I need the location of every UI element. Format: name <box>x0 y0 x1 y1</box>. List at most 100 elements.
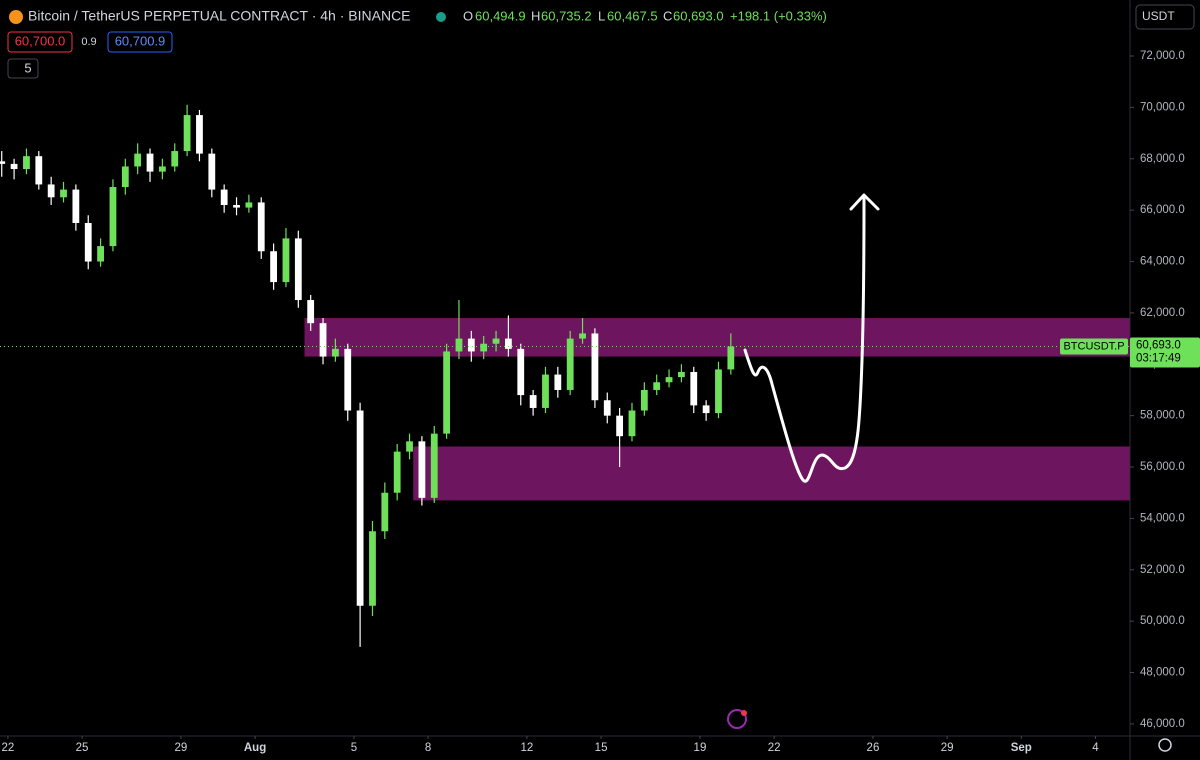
h-value: 60,735.2 <box>541 8 592 23</box>
candles <box>0 104 735 647</box>
y-tick-label: 50,000.0 <box>1140 615 1185 627</box>
change: +198.1 (+0.33%) <box>730 8 827 23</box>
x-tick-label: 4 <box>1092 742 1099 754</box>
zone <box>304 318 1130 357</box>
countdown: 03:17:49 <box>1136 353 1181 365</box>
candle-body <box>23 156 30 170</box>
indicator-count[interactable]: 5 <box>24 60 31 75</box>
y-tick-label: 64,000.0 <box>1140 256 1185 268</box>
candle-body <box>406 441 413 452</box>
candle-body <box>282 238 290 283</box>
candle-body <box>245 202 253 208</box>
candle-body <box>84 222 92 262</box>
y-tick-label: 68,000.0 <box>1140 153 1185 165</box>
candle-body <box>529 395 537 408</box>
buy-box[interactable] <box>107 31 173 53</box>
ohlc-legend: O 60,494.9 H 60,735.2 L 60,467.5 C 60,69… <box>463 8 827 23</box>
candle-body <box>134 153 142 167</box>
l-value: 60,467.5 <box>607 8 658 23</box>
last-tag: BTCUSDT.P <box>1063 340 1124 352</box>
buy-price[interactable]: 60,700.9 <box>115 33 166 48</box>
x-tick-label: 19 <box>694 742 707 754</box>
zones <box>304 318 1130 501</box>
candle-body <box>121 166 129 188</box>
candle-body <box>702 405 710 414</box>
candle-body <box>628 410 636 437</box>
y-tick-label: 56,000.0 <box>1140 461 1185 473</box>
candle-body <box>443 351 451 434</box>
candle-body <box>0 161 6 164</box>
candle-body <box>208 153 216 190</box>
x-tick-label: 15 <box>595 742 608 754</box>
o-value: 60,494.9 <box>475 8 526 23</box>
y-tick-label: 58,000.0 <box>1140 410 1185 422</box>
spread: 0.9 <box>81 36 96 48</box>
x-tick-label: 25 <box>76 742 89 754</box>
x-tick-label: Sep <box>1011 742 1032 754</box>
candle-body <box>233 205 240 208</box>
candle-body <box>418 441 426 498</box>
candle-body <box>47 184 55 198</box>
candle-body <box>517 348 525 396</box>
candle-body <box>505 338 512 349</box>
candle-body <box>566 338 574 390</box>
arrow-head <box>849 193 880 211</box>
currency-select[interactable] <box>1135 4 1195 30</box>
candle-body <box>97 246 104 262</box>
y-tick-label: 48,000.0 <box>1140 667 1185 679</box>
candle-body <box>171 151 179 167</box>
candle-body <box>257 202 265 252</box>
candle-body <box>554 374 562 390</box>
x-tick-label: 12 <box>521 742 534 754</box>
candle-body <box>393 451 401 493</box>
last-price-box <box>1130 337 1200 368</box>
candle-body <box>603 400 611 416</box>
candle-body <box>579 333 586 339</box>
alert-icon[interactable] <box>727 709 747 729</box>
candle-body <box>72 189 80 223</box>
status-dot <box>436 12 446 22</box>
candle-body <box>10 163 18 170</box>
settings-icon[interactable] <box>1158 738 1172 752</box>
candle-body <box>319 323 327 357</box>
sell-price[interactable]: 60,700.0 <box>15 33 66 48</box>
c-value: 60,693.0 <box>673 8 724 23</box>
candle-body <box>542 374 549 408</box>
candle-body <box>480 343 488 352</box>
currency[interactable]: USDT <box>1142 9 1175 23</box>
coin-icon <box>9 10 23 24</box>
candle-body <box>60 189 67 198</box>
candle-body <box>715 369 722 414</box>
y-tick-label: 66,000.0 <box>1140 204 1185 216</box>
x-tick-label: 26 <box>867 742 880 754</box>
candle-body <box>35 156 43 185</box>
x-tick-label: 22 <box>768 742 781 754</box>
candle-body <box>690 371 698 406</box>
candle-body <box>356 410 364 606</box>
y-tick-label: 54,000.0 <box>1140 512 1185 524</box>
o-label: O <box>463 8 473 23</box>
y-tick-label: 72,000.0 <box>1140 50 1185 62</box>
last-tag-box <box>1060 338 1128 355</box>
candle-body <box>109 187 117 247</box>
candle-body <box>430 433 438 498</box>
candle-body <box>183 115 191 152</box>
x-tick-label: Aug <box>244 742 266 754</box>
sell-box[interactable] <box>7 31 73 53</box>
candle-body <box>381 492 389 532</box>
drawn-arrow <box>743 196 866 483</box>
alert-dot <box>741 710 747 716</box>
candle-body <box>196 115 203 154</box>
l-label: L <box>598 8 605 23</box>
candle-body <box>158 166 166 172</box>
x-tick-label: 22 <box>2 742 15 754</box>
x-tick-label: 8 <box>425 742 431 754</box>
h-label: H <box>531 8 540 23</box>
candle-body <box>331 348 339 357</box>
symbol-title: Bitcoin / TetherUS PERPETUAL CONTRACT · … <box>28 8 411 24</box>
indicator-toggle[interactable] <box>7 58 39 79</box>
candle-body <box>640 389 648 411</box>
candle-body <box>455 338 463 352</box>
candle-body <box>294 238 302 301</box>
